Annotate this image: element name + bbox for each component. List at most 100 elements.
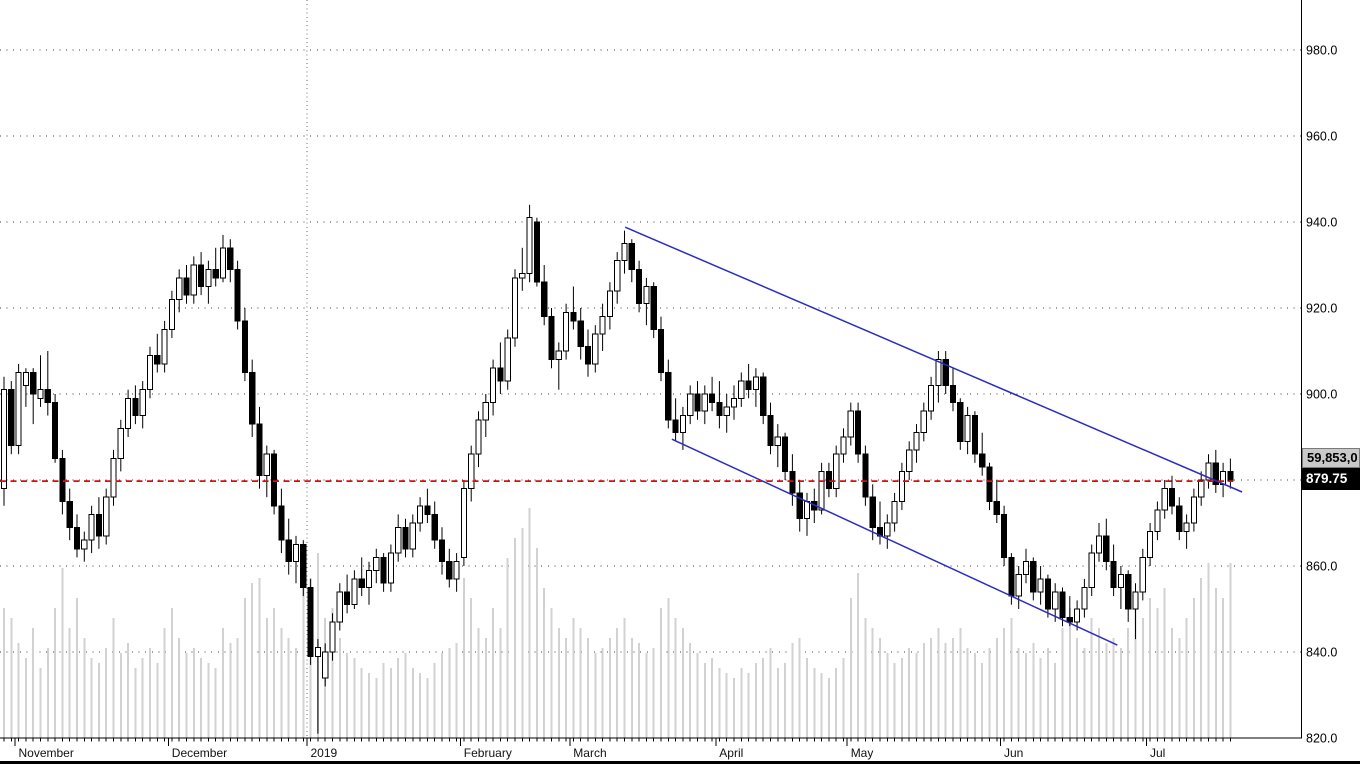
volume-bar: [382, 663, 385, 738]
y-axis-label: 860.0: [1306, 560, 1337, 574]
volume-bar: [295, 648, 297, 738]
volume-bar: [1185, 618, 1188, 738]
volume-bar: [966, 648, 969, 738]
volume-bar: [667, 598, 670, 738]
candle-body: [730, 397, 738, 408]
volume-bar: [981, 663, 984, 738]
volume-bar: [265, 618, 268, 738]
volume-bar: [338, 638, 341, 738]
trend-line[interactable]: [624, 226, 1243, 493]
month-label: December: [172, 746, 227, 760]
candle-body: [928, 384, 935, 412]
candle-body: [796, 492, 803, 520]
volume-bar: [68, 628, 71, 738]
candle-body: [154, 354, 161, 365]
volume-bar: [645, 653, 648, 738]
candle-body: [1168, 488, 1176, 507]
volume-bar: [404, 653, 407, 738]
candle-body: [490, 367, 497, 404]
volume-bar: [864, 618, 867, 738]
candle-body: [176, 277, 183, 300]
candle-body: [44, 389, 51, 404]
candle-body: [716, 402, 723, 417]
y-axis-label: 820.0: [1306, 732, 1337, 746]
volume-bar: [1134, 608, 1137, 738]
month-label: Jun: [1004, 746, 1023, 760]
volume-bar: [1214, 588, 1217, 738]
volume-bar: [725, 673, 728, 738]
volume-bar: [1200, 578, 1203, 738]
month-label: May: [851, 746, 874, 760]
candle-body: [935, 359, 942, 386]
volume-bar: [806, 658, 808, 738]
volume-bar: [353, 658, 356, 738]
volume-bar: [105, 648, 108, 738]
candle-body: [1227, 470, 1234, 482]
volume-bar: [411, 668, 414, 738]
volume-bar: [448, 648, 451, 738]
candle-body: [833, 453, 840, 490]
candle-body: [701, 393, 708, 412]
volume-bar: [163, 628, 166, 738]
candle-body: [855, 410, 862, 455]
candle-body: [526, 217, 533, 275]
volume-bar: [718, 668, 721, 738]
volume-bar: [39, 668, 42, 738]
volume-bar: [156, 663, 159, 738]
candle-body: [351, 578, 358, 606]
candle-body: [541, 281, 548, 318]
volume-bar: [952, 638, 954, 738]
candle-body: [1074, 608, 1081, 623]
candle-body: [665, 372, 672, 421]
volume-bar: [141, 658, 144, 738]
volume-bar: [842, 658, 845, 738]
volume-bar: [550, 608, 553, 738]
volume-bar: [827, 678, 830, 738]
volume-bar: [1105, 643, 1108, 738]
volume-bar: [879, 638, 881, 738]
volume-bar: [149, 648, 151, 738]
volume-bar: [236, 638, 239, 738]
volume-bar: [1083, 648, 1086, 738]
candle-body: [249, 372, 256, 425]
volume-bar: [959, 628, 962, 738]
volume-bar: [97, 663, 100, 738]
candle-body: [1095, 535, 1103, 554]
volume-bar: [477, 628, 480, 738]
candle-body: [840, 436, 847, 455]
volume-bar: [375, 678, 378, 738]
volume-bar: [368, 673, 370, 738]
candle-body: [1117, 574, 1125, 588]
volume-bar: [543, 588, 546, 738]
candle-body: [898, 470, 905, 502]
volume-bar: [798, 638, 801, 738]
candle-body: [555, 350, 562, 361]
volume-bar: [1207, 563, 1210, 738]
volume-bar: [484, 638, 487, 738]
candle-body: [584, 346, 592, 365]
volume-bar: [251, 583, 254, 738]
candle-body: [344, 591, 351, 606]
volume-bar: [134, 668, 137, 738]
volume-bar: [287, 638, 290, 738]
candle-body: [1022, 561, 1030, 576]
volume-bar: [1222, 598, 1225, 738]
candle-body: [438, 539, 446, 563]
trend-line[interactable]: [671, 438, 1118, 646]
volume-bar: [638, 643, 641, 738]
volume-bar: [1025, 653, 1027, 738]
candle-body: [687, 393, 694, 416]
volume-bar: [689, 643, 692, 738]
volume-bar: [470, 598, 473, 738]
candle-body: [263, 453, 270, 477]
volume-bar: [17, 643, 20, 738]
candle-body: [402, 526, 409, 550]
volume-bar: [1119, 648, 1122, 738]
volume-bar: [170, 608, 173, 738]
candle-body: [103, 496, 110, 537]
candle-body: [409, 522, 416, 550]
candle-body: [212, 268, 219, 279]
volume-bar: [24, 658, 27, 738]
candle-body: [570, 311, 577, 322]
volume-bar: [535, 548, 538, 738]
